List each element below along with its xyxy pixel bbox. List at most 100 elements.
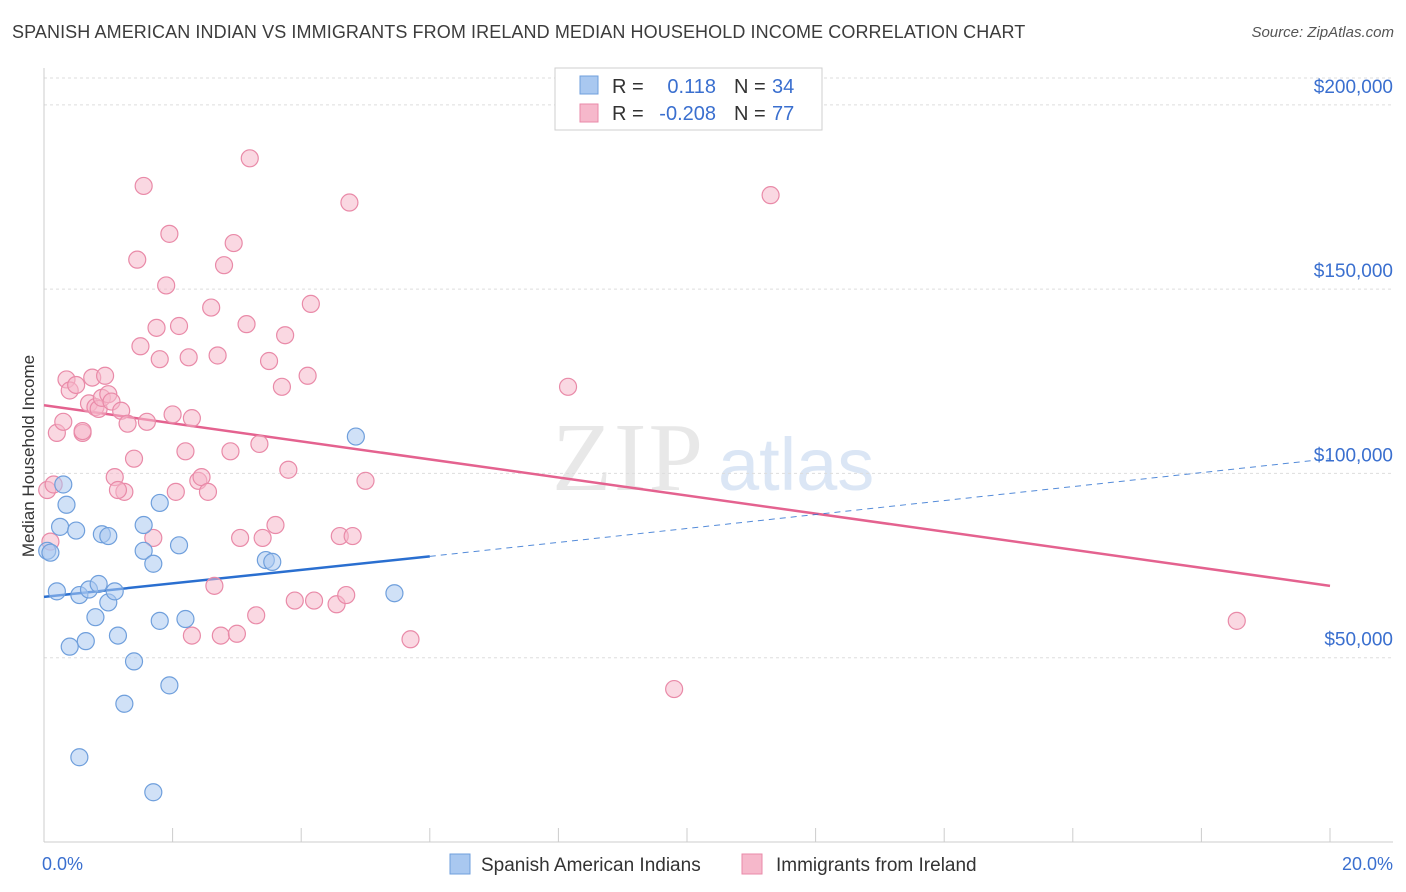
stats-legend-n-value-blue: 34 bbox=[772, 76, 794, 98]
data-point-spanish-american-indians bbox=[60, 637, 79, 656]
x-tick-label-min: 0.0% bbox=[42, 854, 83, 874]
data-point-spanish-american-indians bbox=[144, 783, 163, 802]
series-spanish-american-indians bbox=[38, 427, 404, 802]
data-point-immigrants-from-ireland bbox=[144, 528, 163, 548]
x-axis-ticks bbox=[43, 828, 1331, 842]
data-point-immigrants-from-ireland bbox=[137, 412, 156, 431]
data-point-spanish-american-indians bbox=[134, 541, 153, 560]
data-point-immigrants-from-ireland bbox=[150, 350, 169, 369]
watermark-atlas: atlas bbox=[718, 423, 874, 506]
series-legend: Spanish American Indians Immigrants from… bbox=[449, 853, 977, 876]
data-point-immigrants-from-ireland bbox=[285, 591, 304, 610]
data-point-spanish-american-indians bbox=[41, 543, 60, 562]
data-point-spanish-american-indians bbox=[346, 427, 365, 446]
data-point-immigrants-from-ireland bbox=[211, 626, 230, 645]
data-point-immigrants-from-ireland bbox=[337, 585, 356, 605]
data-point-immigrants-from-ireland bbox=[304, 591, 324, 610]
series-legend-swatch-blue bbox=[449, 853, 471, 875]
data-point-spanish-american-indians bbox=[54, 475, 73, 494]
data-point-spanish-american-indians bbox=[108, 626, 128, 645]
data-point-spanish-american-indians bbox=[169, 536, 189, 555]
data-point-immigrants-from-ireland bbox=[224, 233, 243, 253]
data-point-immigrants-from-ireland bbox=[128, 250, 147, 269]
trend-line-extension-spanish-american-indians bbox=[429, 458, 1331, 557]
data-point-immigrants-from-ireland bbox=[356, 471, 375, 490]
data-point-spanish-american-indians bbox=[89, 574, 108, 594]
data-point-spanish-american-indians bbox=[99, 526, 118, 546]
data-point-immigrants-from-ireland bbox=[298, 366, 317, 385]
data-point-immigrants-from-ireland bbox=[198, 482, 218, 501]
data-point-spanish-american-indians bbox=[263, 552, 282, 571]
source-label: Source: ZipAtlas.com bbox=[1251, 24, 1394, 41]
data-point-immigrants-from-ireland bbox=[401, 630, 420, 649]
data-point-immigrants-from-ireland bbox=[279, 460, 298, 479]
data-point-immigrants-from-ireland bbox=[134, 176, 153, 196]
data-point-immigrants-from-ireland bbox=[214, 256, 234, 275]
data-point-immigrants-from-ireland bbox=[182, 409, 201, 428]
data-point-immigrants-from-ireland bbox=[118, 414, 137, 433]
data-point-immigrants-from-ireland bbox=[227, 624, 246, 643]
series-legend-label-pink: Immigrants from Ireland bbox=[776, 855, 977, 876]
data-point-immigrants-from-ireland bbox=[240, 149, 259, 168]
data-point-spanish-american-indians bbox=[176, 609, 195, 629]
data-point-immigrants-from-ireland bbox=[176, 442, 195, 461]
data-point-spanish-american-indians bbox=[150, 493, 169, 513]
y-axis-label: Median Household Income bbox=[19, 355, 38, 557]
data-point-immigrants-from-ireland bbox=[208, 346, 227, 365]
data-point-immigrants-from-ireland bbox=[166, 482, 185, 501]
data-point-immigrants-from-ireland bbox=[272, 377, 292, 396]
data-point-immigrants-from-ireland bbox=[340, 193, 359, 212]
data-point-immigrants-from-ireland bbox=[179, 348, 198, 367]
data-point-immigrants-from-ireland bbox=[108, 480, 128, 500]
series-immigrants-from-ireland bbox=[38, 149, 1246, 699]
data-point-spanish-american-indians bbox=[115, 694, 134, 713]
data-point-immigrants-from-ireland bbox=[259, 351, 279, 371]
data-point-spanish-american-indians bbox=[105, 582, 124, 601]
data-point-spanish-american-indians bbox=[57, 495, 76, 514]
data-point-spanish-american-indians bbox=[76, 632, 95, 651]
y-tick-label: $200,000 bbox=[1314, 77, 1393, 98]
data-point-immigrants-from-ireland bbox=[266, 515, 285, 535]
y-tick-label: $150,000 bbox=[1314, 261, 1393, 282]
data-point-immigrants-from-ireland bbox=[169, 316, 189, 336]
data-point-immigrants-from-ireland bbox=[157, 276, 176, 295]
watermark: ZIP atlas bbox=[552, 404, 874, 512]
data-point-spanish-american-indians bbox=[150, 611, 169, 630]
data-point-spanish-american-indians bbox=[67, 521, 86, 540]
data-point-spanish-american-indians bbox=[144, 554, 163, 573]
data-point-immigrants-from-ireland bbox=[182, 626, 201, 645]
data-point-spanish-american-indians bbox=[50, 517, 70, 536]
stats-legend-r-label-blue: R = bbox=[612, 76, 644, 98]
data-point-spanish-american-indians bbox=[47, 582, 66, 601]
series-legend-swatch-pink bbox=[741, 853, 763, 875]
data-point-immigrants-from-ireland bbox=[147, 318, 166, 337]
axes bbox=[43, 68, 1393, 843]
stats-legend-r-label-pink: R = bbox=[612, 103, 644, 125]
stats-legend-swatch-pink bbox=[579, 103, 599, 123]
data-point-immigrants-from-ireland bbox=[558, 377, 578, 396]
data-point-immigrants-from-ireland bbox=[131, 337, 150, 356]
chart-title: SPANISH AMERICAN INDIAN VS IMMIGRANTS FR… bbox=[12, 22, 1026, 42]
data-point-immigrants-from-ireland bbox=[247, 606, 266, 625]
data-point-spanish-american-indians bbox=[86, 608, 105, 627]
stats-legend-n-value-pink: 77 bbox=[772, 103, 794, 125]
data-point-immigrants-from-ireland bbox=[231, 528, 250, 548]
data-point-immigrants-from-ireland bbox=[124, 449, 144, 468]
data-point-immigrants-from-ireland bbox=[54, 412, 73, 431]
stats-legend-n-label-pink: N = bbox=[734, 103, 766, 125]
stats-legend-swatch-blue bbox=[579, 75, 599, 95]
data-point-immigrants-from-ireland bbox=[163, 405, 182, 424]
data-point-immigrants-from-ireland bbox=[761, 186, 780, 205]
x-tick-label-max: 20.0% bbox=[1342, 854, 1393, 874]
stats-legend-n-label-blue: N = bbox=[734, 76, 766, 98]
data-point-immigrants-from-ireland bbox=[205, 576, 224, 595]
data-point-immigrants-from-ireland bbox=[202, 298, 221, 317]
data-point-immigrants-from-ireland bbox=[160, 224, 179, 243]
stats-legend-frame bbox=[554, 67, 823, 131]
data-point-immigrants-from-ireland bbox=[95, 366, 115, 385]
data-point-immigrants-from-ireland bbox=[250, 434, 269, 454]
data-point-spanish-american-indians bbox=[70, 748, 89, 767]
y-axis-tick-labels: $50,000 $100,000 $150,000 $200,000 bbox=[1314, 77, 1393, 651]
y-tick-label: $100,000 bbox=[1314, 445, 1393, 466]
